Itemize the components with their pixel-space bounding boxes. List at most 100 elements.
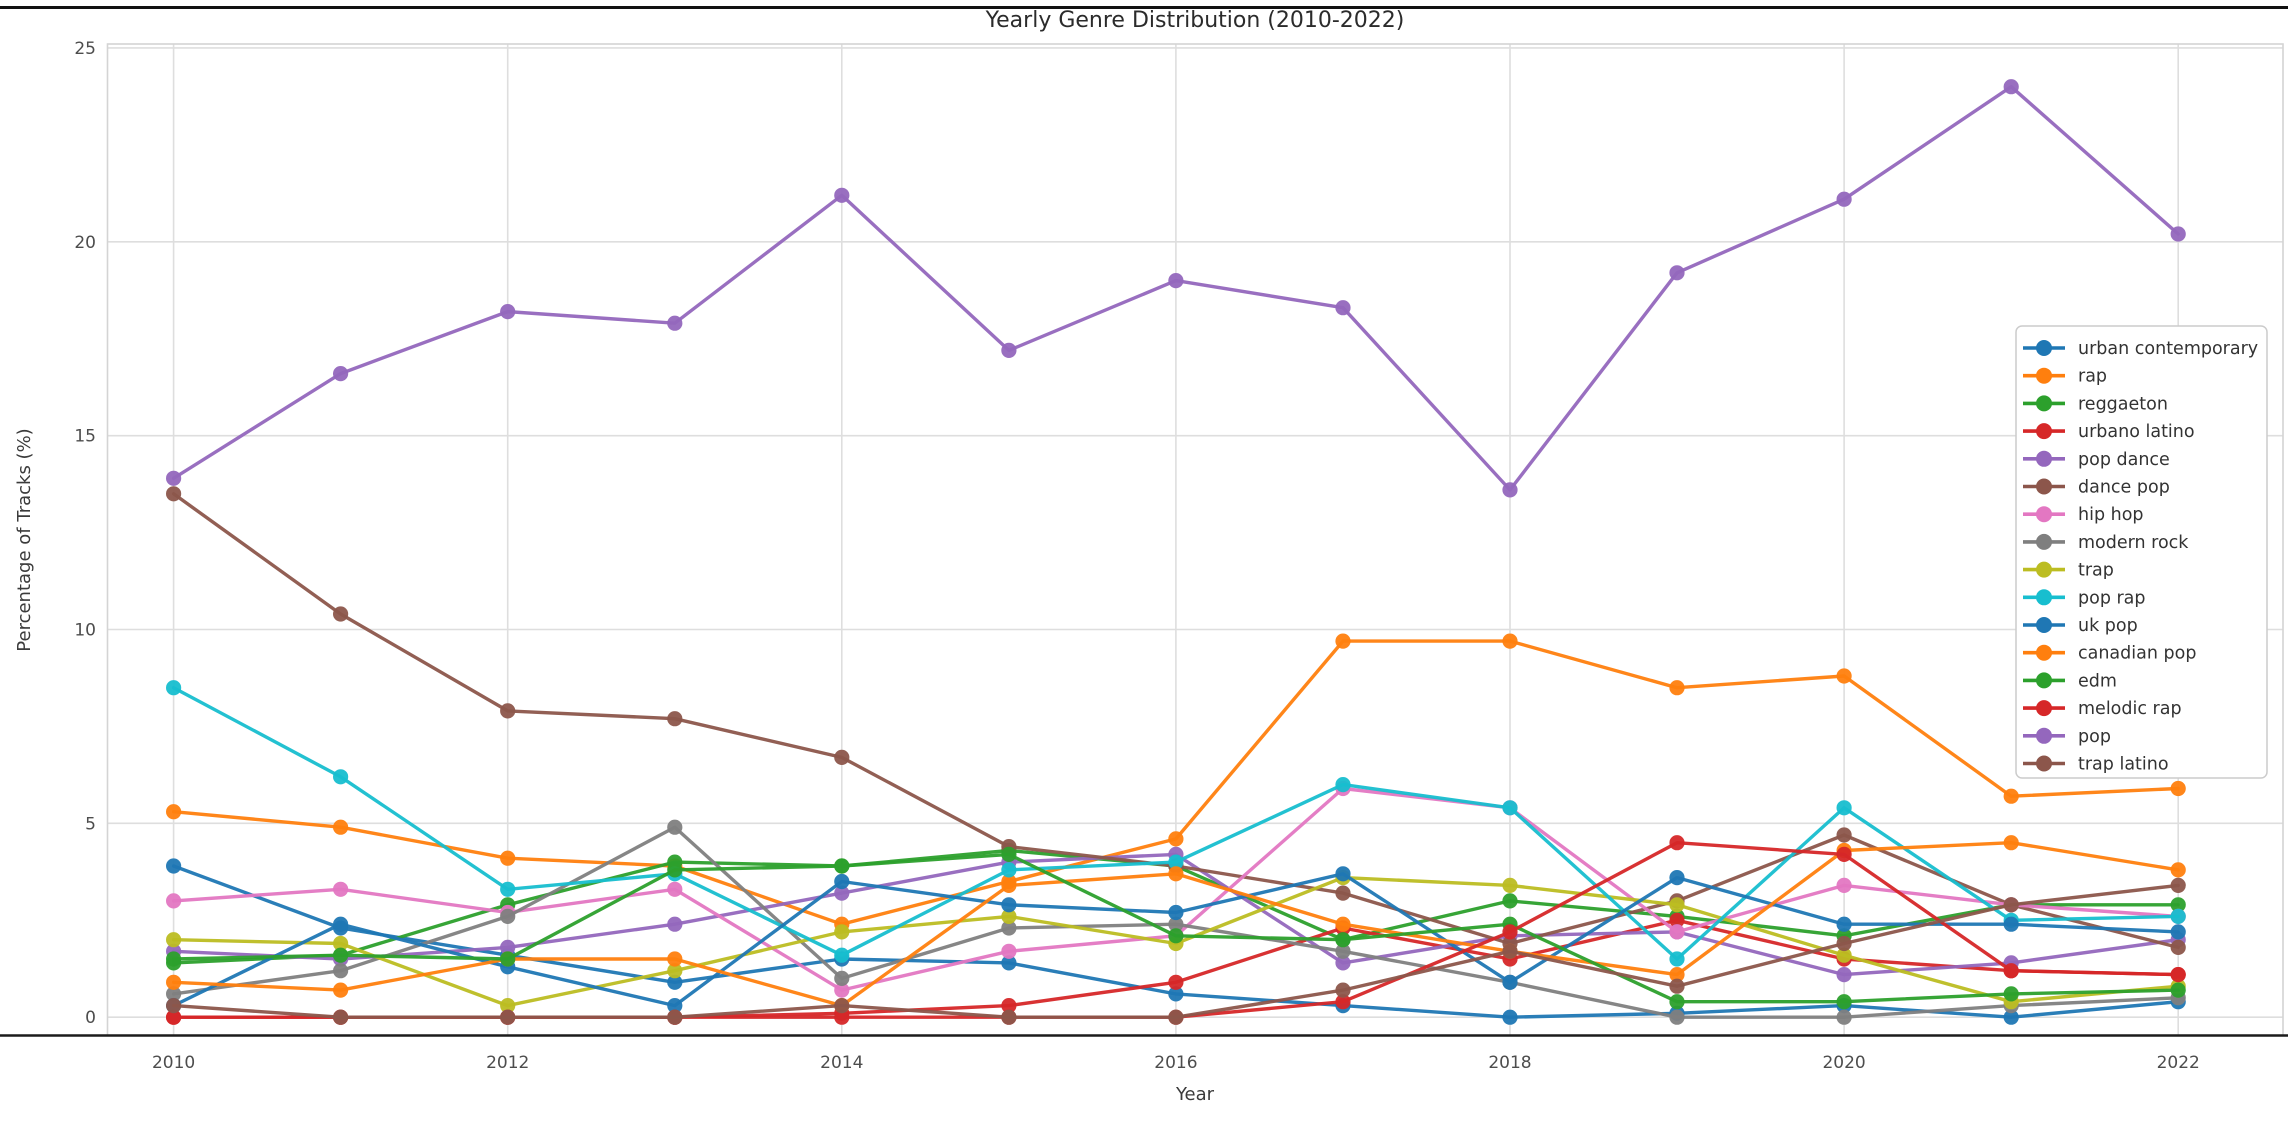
plot-frame [0,43,2288,1037]
data-point [2003,916,2019,932]
legend-label: reggaeton [2078,394,2168,414]
data-series [166,79,2186,1025]
data-point [2170,967,2186,983]
legend-item-urbano-latino: urbano latino [2023,422,2195,442]
y-tick-label: 15 [74,427,96,447]
data-point [1001,1009,1017,1025]
data-point [1836,935,1852,952]
data-point [667,963,683,979]
data-point [1836,846,1852,863]
data-point [2170,226,2186,242]
y-axis-title: Percentage of Tracks (%) [14,428,35,651]
legend-marker [2036,478,2052,495]
data-point [1836,916,1852,932]
data-point [1669,994,1685,1010]
y-tick-label: 5 [85,814,96,834]
legend-marker [2036,340,2052,356]
data-point [1168,928,1184,944]
data-point [1502,482,1518,498]
data-point [500,998,516,1014]
x-tick-label: 2022 [2157,1053,2200,1073]
data-point [1502,943,1518,959]
data-point [1335,994,1351,1010]
data-point [1001,877,1017,894]
legend-label: canadian pop [2078,644,2196,664]
legend: urban contemporary rap reggaeton urbano lat… [2015,325,2268,779]
legend-marker [2036,367,2052,384]
data-point [1335,955,1351,971]
data-point [1836,994,1852,1010]
data-point [500,1009,516,1025]
data-point [333,366,349,382]
axis-ticks: 0 5 10 15 20 25 2010 2012 2014 2016 2018 2020 2022 [74,39,2199,1073]
data-point [1502,800,1518,816]
legend-item-trap-latino: trap latino [2023,755,2169,775]
data-point [834,947,850,963]
data-point [166,998,182,1014]
data-point [1836,967,1852,983]
data-point [1502,877,1518,894]
axes-box [106,43,2284,1037]
data-point [1502,633,1518,649]
x-tick-label: 2012 [486,1053,529,1073]
series-trap-latino [166,877,2186,1025]
legend-marker [2036,589,2052,606]
data-point [2003,986,2019,1002]
data-point [1001,862,1017,878]
data-point [667,711,683,727]
legend-label: rap [2078,367,2107,387]
data-point [1001,955,1017,971]
x-tick-label: 2020 [1822,1053,1865,1073]
data-point [1001,943,1017,959]
data-point [2170,862,2186,878]
data-point [667,974,683,990]
data-point [1335,982,1351,998]
data-point [1335,300,1351,316]
data-point [834,873,850,890]
data-point [1502,893,1518,909]
data-point [1335,932,1351,948]
data-point [2003,963,2019,979]
data-point [166,951,182,967]
data-point [834,970,850,987]
legend-item-pop-dance: pop dance [2023,450,2170,470]
data-point [2003,897,2019,913]
data-point [834,858,850,874]
y-tick-label: 0 [85,1008,96,1028]
data-point [2003,788,2019,804]
data-point [500,881,516,897]
data-point [166,932,182,948]
data-point [2003,1009,2019,1025]
data-point [2170,924,2186,940]
data-point [667,916,683,932]
data-point [1001,897,1017,913]
legend-label: uk pop [2078,616,2138,636]
data-point [1335,866,1351,882]
data-point [1335,633,1351,649]
legend-marker [2036,561,2052,578]
data-point [834,885,850,901]
data-point [1001,908,1017,925]
data-point [1669,835,1685,851]
data-point [667,998,683,1014]
legend-item-rap: rap [2023,367,2107,387]
data-point [1669,951,1685,967]
data-point [1168,916,1184,932]
data-point [166,470,182,486]
legend-item-modern-rock: modern rock [2023,533,2189,553]
data-point [2170,897,2186,913]
data-point [1001,846,1017,863]
data-point [166,804,182,820]
data-point [1168,831,1184,847]
data-point [1669,967,1685,983]
data-point [333,916,349,932]
data-point [2003,835,2019,851]
data-point [500,951,516,967]
x-tick-label: 2018 [1488,1053,1531,1073]
legend-label: pop [2078,727,2111,747]
data-point [333,1009,349,1025]
legend-marker [2036,423,2052,440]
data-point [1001,342,1017,358]
legend-marker [2036,617,2052,633]
